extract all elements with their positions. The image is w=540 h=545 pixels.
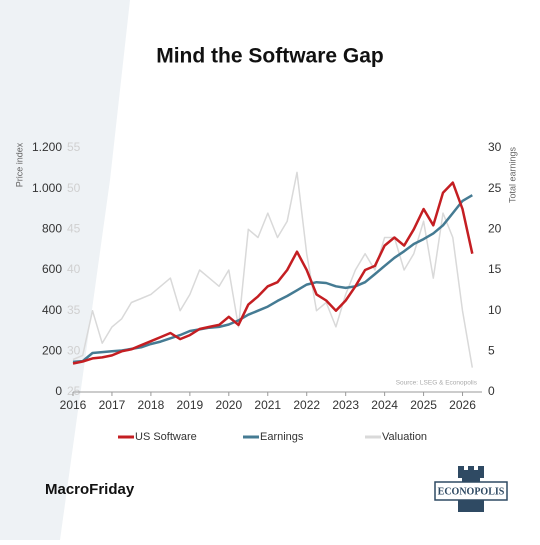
y3-tick-label: 45: [67, 222, 81, 236]
y-tick-label: 0: [55, 384, 62, 398]
y2-tick-label: 15: [488, 262, 502, 276]
background-watermark: [0, 0, 130, 540]
series-line: [72, 181, 474, 365]
chart-title: Mind the Software Gap: [156, 45, 384, 68]
y3-tick-label: 55: [67, 140, 81, 154]
x-tick-label: 2019: [177, 398, 204, 412]
source-note: Source: LSEG & Econopolis: [396, 380, 478, 387]
series-line: [72, 194, 473, 364]
x-tick-label: 2026: [449, 398, 476, 412]
y2-tick-label: 20: [488, 222, 502, 236]
legend-label: US Software: [135, 431, 197, 443]
y-tick-label: 600: [42, 262, 62, 276]
y2-tick-label: 25: [488, 181, 502, 195]
y2-axis-title: Total earnings: [507, 146, 517, 203]
x-tick-label: 2021: [254, 398, 281, 412]
y3-tick-label: 30: [67, 344, 81, 358]
x-tick-label: 2020: [215, 398, 242, 412]
logo-base: [458, 500, 484, 512]
x-tick-label: 2016: [60, 398, 87, 412]
footer-brand: MacroFriday: [45, 481, 135, 498]
y-tick-label: 400: [42, 303, 62, 317]
y3-tick-label: 35: [67, 303, 81, 317]
y-tick-label: 800: [42, 222, 62, 236]
y-tick-label: 1.200: [32, 140, 62, 154]
x-tick-label: 2022: [293, 398, 320, 412]
legend-label: Earnings: [260, 431, 304, 443]
y2-tick-label: 0: [488, 384, 495, 398]
y2-tick-label: 5: [488, 344, 495, 358]
x-tick-label: 2023: [332, 398, 359, 412]
logo: ECONOPOLIS: [434, 466, 508, 512]
y2-tick-label: 30: [488, 140, 502, 154]
y2-tick-label: 10: [488, 303, 502, 317]
x-tick-label: 2024: [371, 398, 398, 412]
y3-tick-label: 40: [67, 262, 81, 276]
series-line: [72, 171, 474, 368]
legend-label: Valuation: [382, 431, 427, 443]
logo-text: ECONOPOLIS: [438, 486, 505, 497]
x-tick-label: 2018: [138, 398, 165, 412]
y-axis-title: Price index: [14, 142, 24, 187]
y3-tick-label: 50: [67, 181, 81, 195]
x-tick-label: 2017: [99, 398, 126, 412]
y-tick-label: 200: [42, 344, 62, 358]
x-tick-label: 2025: [410, 398, 437, 412]
y3-tick-label: 25: [67, 384, 81, 398]
y-tick-label: 1.000: [32, 181, 62, 195]
